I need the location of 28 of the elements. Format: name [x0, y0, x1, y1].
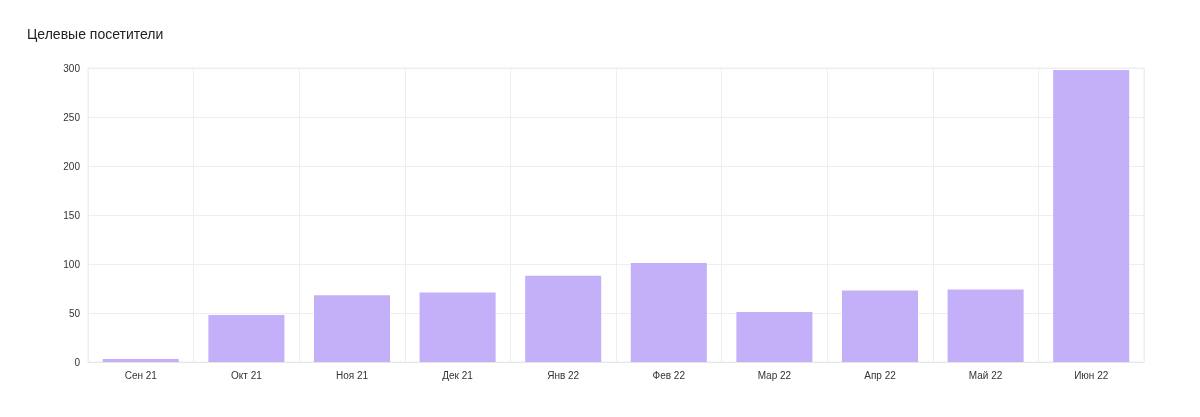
y-tick-label: 100 [63, 258, 81, 270]
bar [102, 359, 179, 362]
x-tick-label: Мар 22 [757, 369, 792, 381]
bar [313, 295, 391, 362]
bar [736, 312, 813, 362]
x-tick-label: Янв 22 [547, 369, 580, 381]
x-tick-label: Июн 22 [1074, 369, 1109, 381]
y-tick-label: 200 [63, 160, 81, 172]
x-tick-label: Сен 21 [124, 369, 158, 381]
bar [630, 263, 707, 362]
x-tick-label: Ноя 21 [335, 369, 369, 381]
y-tick-label: 250 [63, 111, 81, 123]
y-tick-label: 0 [74, 356, 81, 368]
chart-title: Целевые посетители [27, 26, 164, 42]
x-tick-label: Фев 22 [652, 369, 686, 381]
y-tick-label: 50 [68, 307, 81, 319]
bar [841, 290, 919, 362]
bar [208, 314, 285, 362]
x-tick-label: Окт 21 [231, 369, 263, 381]
bar [525, 275, 602, 362]
y-tick-label: 300 [63, 62, 81, 74]
bar [1053, 69, 1130, 362]
bar [419, 292, 496, 362]
y-tick-label: 150 [63, 209, 81, 221]
bar [947, 289, 1024, 362]
x-tick-label: Апр 22 [864, 369, 897, 381]
x-tick-label: Дек 21 [442, 369, 474, 381]
x-tick-label: Май 22 [968, 369, 1003, 381]
